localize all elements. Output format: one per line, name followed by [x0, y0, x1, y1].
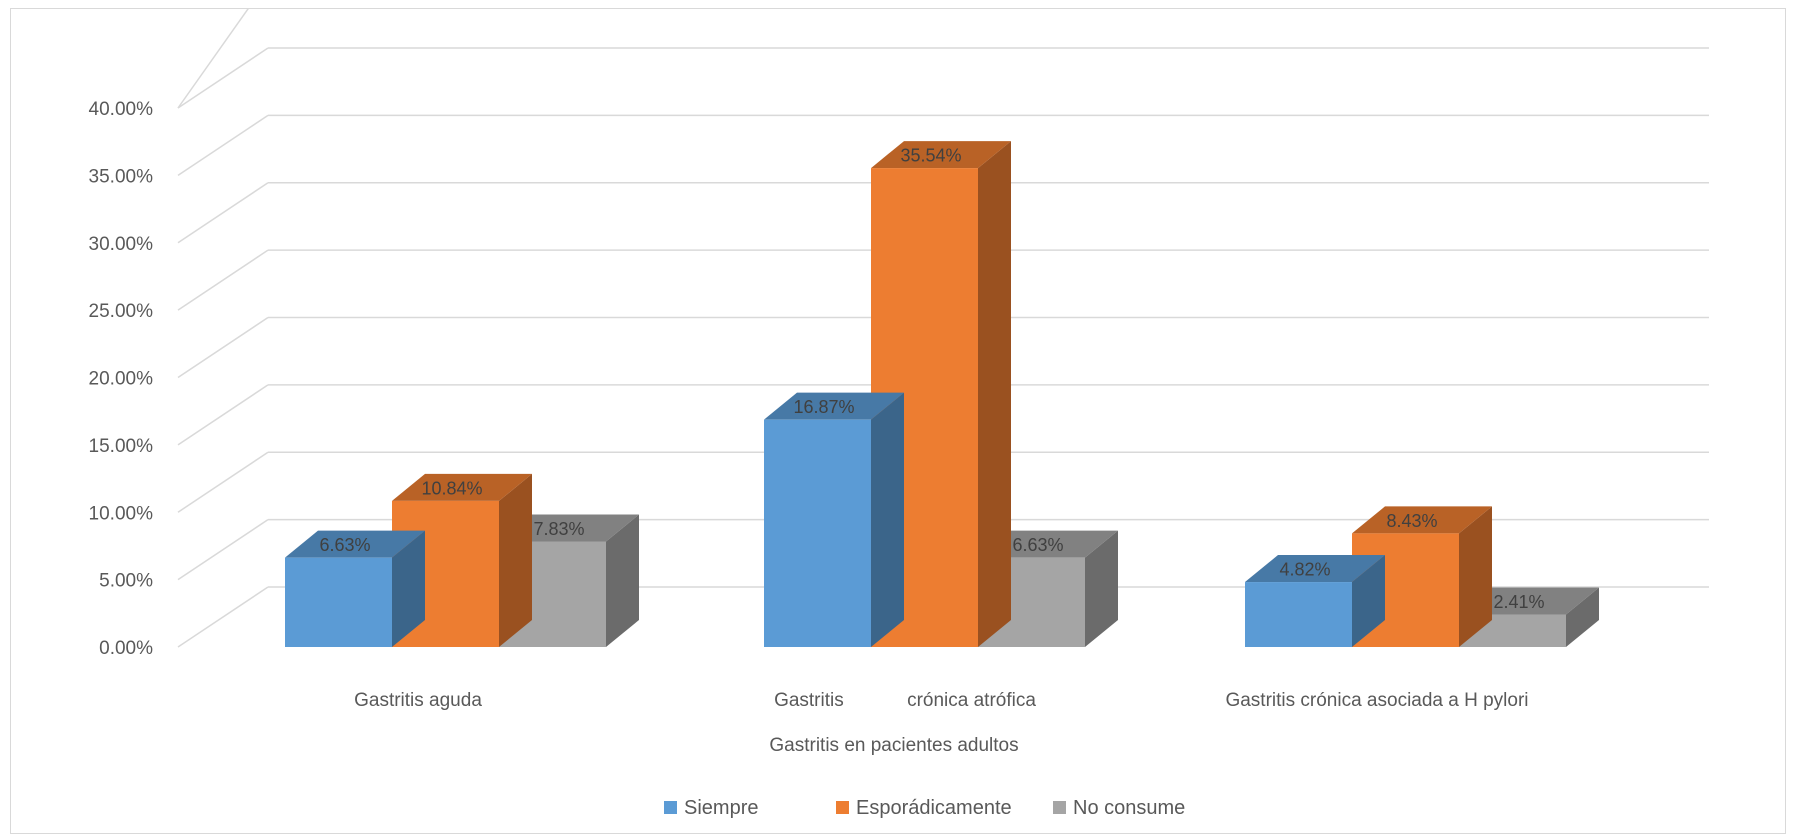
- data-label: 6.63%: [319, 535, 370, 555]
- data-label: 4.82%: [1279, 560, 1330, 580]
- bar-side: [978, 141, 1011, 647]
- gridline-diagonal: [177, 182, 269, 244]
- bar-top: [285, 530, 425, 558]
- bar-front: [764, 419, 871, 647]
- y-tick-label: 20.00%: [89, 369, 154, 390]
- gridline-diagonal: [177, 0, 256, 109]
- bar-top: [978, 530, 1118, 558]
- legend-swatch: [836, 801, 849, 814]
- bar-front: [285, 557, 392, 647]
- bar-side: [1459, 506, 1492, 647]
- x-axis-categories: Gastritis aguda Gastritis crónica atrófic…: [354, 690, 1528, 711]
- chart-frame: 0.00% 5.00% 10.00% 15.00% 20.00% 25.00% 30.00%…: [10, 0, 1786, 834]
- gridline-diagonal: [177, 586, 269, 648]
- legend-label: No consume: [1073, 797, 1185, 819]
- data-label: 8.43%: [1386, 511, 1437, 531]
- y-tick-label: 5.00%: [99, 571, 153, 592]
- gridline-diagonal: [177, 249, 269, 311]
- y-axis-ticks: 0.00% 5.00% 10.00% 15.00% 20.00% 25.00% 30.00%…: [89, 99, 154, 659]
- legend-label: Esporádicamente: [856, 797, 1012, 819]
- bar: [1245, 555, 1385, 647]
- legend: Siempre Esporádicamente No consume: [664, 797, 1185, 819]
- gridline-diagonal: [177, 316, 269, 379]
- x-axis-title: Gastritis en pacientes adultos: [769, 735, 1018, 756]
- y-tick-label: 10.00%: [89, 503, 154, 524]
- y-tick-label: 25.00%: [89, 301, 154, 322]
- bar-side: [1566, 587, 1599, 647]
- bars: [285, 141, 1599, 647]
- legend-swatch: [1053, 801, 1066, 814]
- bar-side: [499, 473, 532, 647]
- bar-top: [764, 392, 904, 420]
- data-labels: 6.63% 10.84% 7.83% 16.87% 35.54% 6.63% 4.82% 8.…: [319, 146, 1544, 612]
- y-tick-label: 30.00%: [89, 234, 154, 255]
- bar-top: [392, 473, 532, 501]
- bar-side: [606, 514, 639, 647]
- legend-item: Siempre: [664, 797, 758, 819]
- legend-swatch: [664, 801, 677, 814]
- gridline-diagonal: [177, 519, 269, 581]
- y-tick-label: 0.00%: [99, 638, 153, 659]
- legend-label: Siempre: [684, 797, 758, 819]
- data-label: 6.63%: [1012, 535, 1063, 555]
- bar-top: [1245, 555, 1385, 583]
- legend-item: Esporádicamente: [836, 797, 1012, 819]
- y-tick-label: 15.00%: [89, 436, 154, 457]
- gridline-diagonal: [177, 47, 269, 109]
- bar-top: [1459, 587, 1599, 615]
- chart-svg: 0.00% 5.00% 10.00% 15.00% 20.00% 25.00% 30.00%…: [89, 0, 1709, 819]
- bar: [764, 392, 904, 647]
- gridline-diagonal: [177, 114, 269, 176]
- data-label: 16.87%: [793, 397, 854, 417]
- bar: [285, 530, 425, 647]
- bar-front: [1245, 582, 1352, 647]
- legend-item: No consume: [1053, 797, 1185, 819]
- y-tick-label: 40.00%: [89, 99, 154, 120]
- gridline-diagonal: [177, 384, 269, 446]
- category-label: Gastritis aguda: [354, 690, 482, 711]
- data-label: 35.54%: [900, 146, 961, 166]
- y-tick-label: 35.00%: [89, 166, 154, 187]
- bar-top: [499, 514, 639, 542]
- category-label: Gastritis crónica atrófica: [774, 690, 1036, 711]
- gridline-diagonal: [177, 451, 269, 513]
- bar-top: [871, 141, 1011, 169]
- bar-side: [1352, 555, 1385, 647]
- data-label: 2.41%: [1493, 592, 1544, 612]
- bar-side: [871, 392, 904, 647]
- bar-side: [1085, 530, 1118, 647]
- category-label: Gastritis crónica asociada a H pylori: [1225, 690, 1528, 711]
- data-label: 7.83%: [533, 519, 584, 539]
- data-label: 10.84%: [421, 478, 482, 498]
- bar-side: [392, 530, 425, 647]
- bar-top: [1352, 506, 1492, 534]
